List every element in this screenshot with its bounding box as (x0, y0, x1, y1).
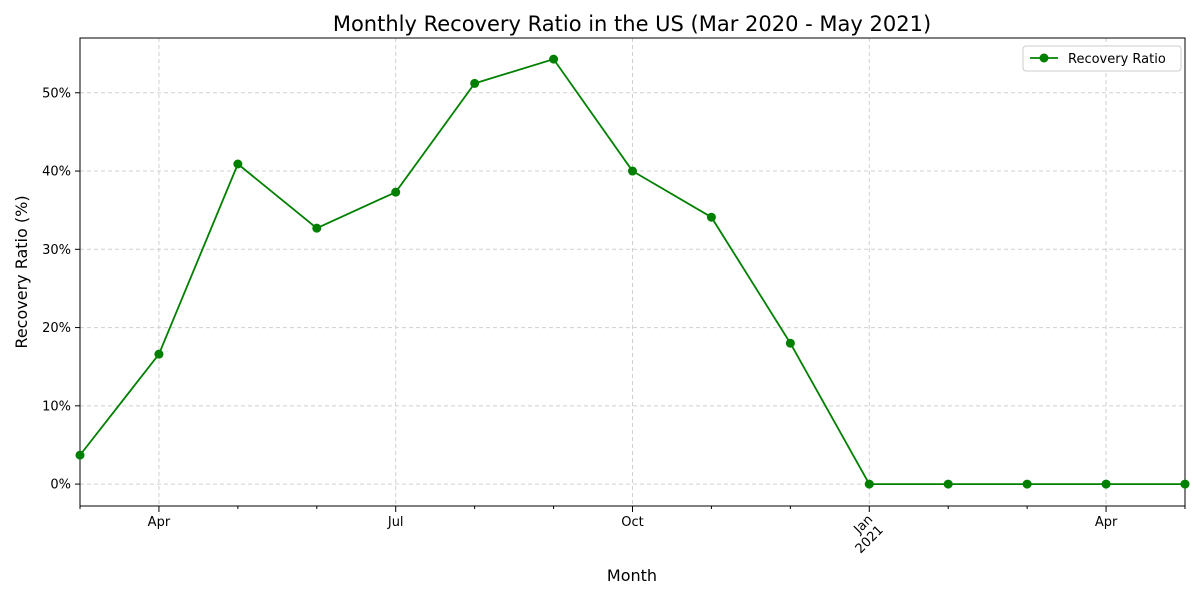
data-point (628, 166, 637, 176)
data-point (1101, 479, 1111, 489)
data-point (1022, 479, 1032, 489)
legend: Recovery Ratio (1022, 45, 1182, 72)
grid (80, 38, 1185, 506)
y-tick-label: 0% (50, 478, 71, 493)
plot-frame (79, 37, 1186, 507)
series-layer (75, 54, 1190, 489)
legend-marker (1039, 53, 1049, 63)
data-point (1180, 479, 1190, 489)
data-point (549, 54, 559, 64)
x-tick-label: Jul (387, 515, 404, 530)
chart-title: Monthly Recovery Ratio in the US (Mar 20… (333, 12, 931, 36)
data-point (943, 479, 953, 489)
data-point (154, 349, 164, 359)
legend-label: Recovery Ratio (1068, 52, 1166, 67)
data-point (312, 223, 322, 233)
data-point (391, 187, 401, 197)
x-axis-label: Month (607, 566, 657, 585)
y-tick-label: 20% (42, 321, 71, 336)
x-tick-label: Oct (621, 515, 643, 530)
data-point (785, 338, 795, 348)
y-tick-label: 30% (42, 243, 71, 258)
data-point (470, 78, 480, 88)
y-tick-label: 40% (42, 165, 71, 180)
y-tick-label: 10% (42, 399, 71, 414)
x-tick-label: Apr (1095, 515, 1118, 530)
legend-box (1022, 45, 1182, 72)
y-tick-label: 50% (42, 86, 71, 101)
y-axis-label: Recovery Ratio (%) (12, 195, 31, 348)
x-tick-label: Apr (148, 515, 171, 530)
data-point (233, 159, 243, 169)
data-point (75, 450, 85, 460)
data-point (864, 479, 874, 489)
data-point (706, 212, 716, 222)
